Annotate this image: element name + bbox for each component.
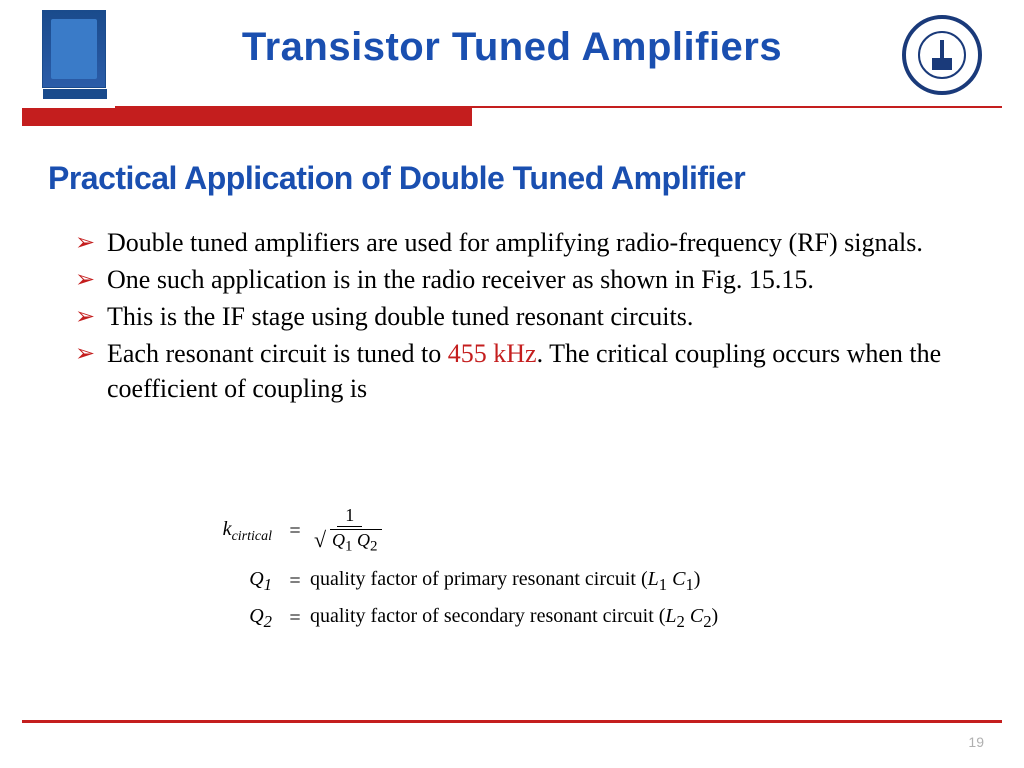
formula-rhs: quality factor of primary resonant circu…: [310, 568, 924, 595]
square-root: Q1 Q2: [318, 530, 382, 550]
header-divider-bar: [22, 108, 472, 126]
formula-k-critical: kcirtical = 1 Q1 Q2: [180, 505, 924, 558]
formula-close-paren: ): [694, 568, 701, 590]
denominator: Q1 Q2: [310, 527, 390, 558]
formula-symbol: Q: [249, 568, 263, 590]
formula-subscript: 2: [703, 612, 711, 631]
formula-symbol: C: [690, 605, 703, 627]
formula-symbol: L: [648, 568, 659, 590]
slide-header: Transistor Tuned Amplifiers: [0, 0, 1024, 130]
formula-symbol: C: [672, 568, 685, 590]
formula-subscript: 1: [264, 575, 272, 594]
formula-symbol: Q: [249, 605, 263, 627]
formula-symbol: L: [665, 605, 676, 627]
formula-rhs: quality factor of secondary resonant cir…: [310, 605, 924, 632]
formula-subscript: 1: [659, 575, 667, 594]
formula-close-paren: ): [712, 605, 719, 627]
bullet-item: One such application is in the radio rec…: [75, 262, 974, 297]
bullet-list: Double tuned amplifiers are used for amp…: [75, 225, 974, 408]
formula-block: kcirtical = 1 Q1 Q2 Q1 = quality factor …: [180, 505, 924, 642]
numerator: 1: [337, 505, 362, 527]
page-number: 19: [968, 734, 984, 750]
fraction: 1 Q1 Q2: [310, 505, 390, 558]
formula-subscript: cirtical: [232, 529, 272, 544]
formula-symbol: k: [223, 518, 232, 540]
formula-subscript: 1: [685, 575, 693, 594]
formula-q1: Q1 = quality factor of primary resonant …: [180, 568, 924, 595]
formula-lhs: Q1: [180, 568, 280, 595]
slide-title: Transistor Tuned Amplifiers: [0, 25, 1024, 70]
formula-description: quality factor of primary resonant circu…: [310, 568, 648, 590]
logo-right-inner: [918, 31, 966, 79]
sqrt-content: Q1 Q2: [330, 529, 382, 556]
formula-lhs: Q2: [180, 605, 280, 632]
formula-subscript: 2: [677, 612, 685, 631]
equals-sign: =: [280, 607, 310, 630]
formula-subscript: 2: [264, 612, 272, 631]
college-logo-right: [902, 15, 982, 95]
bullet-item: This is the IF stage using double tuned …: [75, 299, 974, 334]
formula-q2: Q2 = quality factor of secondary resonan…: [180, 605, 924, 632]
equals-sign: =: [280, 570, 310, 593]
formula-symbol: Q: [357, 530, 370, 550]
formula-lhs: kcirtical: [180, 518, 280, 545]
bullet-item: Double tuned amplifiers are used for amp…: [75, 225, 974, 260]
bullet-text-prefix: Each resonant circuit is tuned to: [107, 339, 448, 368]
bullet-item: Each resonant circuit is tuned to 455 kH…: [75, 336, 974, 406]
formula-symbol: Q: [332, 530, 345, 550]
formula-description: quality factor of secondary resonant cir…: [310, 605, 665, 627]
section-heading: Practical Application of Double Tuned Am…: [48, 160, 976, 197]
highlighted-frequency: 455 kHz: [448, 339, 537, 368]
logo-right-symbol: [932, 40, 952, 70]
footer-divider: [22, 720, 1002, 723]
formula-subscript: 1: [345, 539, 353, 555]
formula-subscript: 2: [370, 539, 378, 555]
formula-rhs: 1 Q1 Q2: [310, 505, 924, 558]
equals-sign: =: [280, 520, 310, 543]
